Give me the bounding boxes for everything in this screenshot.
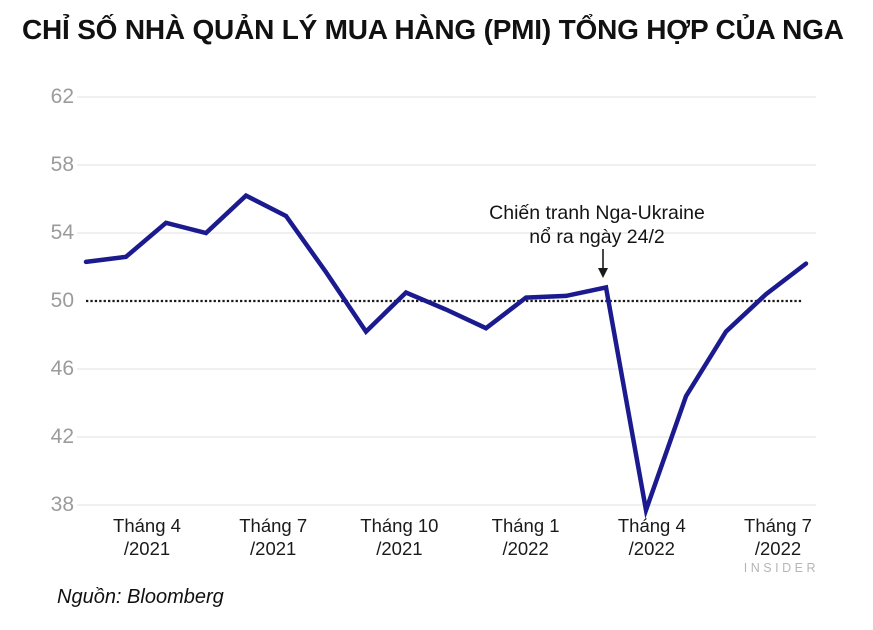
insider-watermark: INSIDER [743, 561, 819, 575]
x-axis-tick-label-line: /2021 [250, 538, 297, 559]
y-axis-tick-label-38: 38 [50, 493, 74, 516]
y-axis-tick-label-50: 50 [50, 289, 74, 312]
x-axis-tick-label-5: Tháng 4/2022 [618, 514, 686, 560]
source-credit: Nguồn: Bloomberg [57, 586, 224, 608]
x-axis-tick-label-line: /2022 [628, 538, 675, 559]
y-axis-tick-label-54: 54 [50, 221, 74, 244]
x-axis-tick-label-line: Tháng 7 [744, 515, 812, 536]
x-axis-tick-label-line: Tháng 7 [239, 515, 308, 536]
war-annotation-line2: nổ ra ngày 24/2 [529, 226, 665, 248]
x-axis-tick-label-6: Tháng 7/2022 [744, 514, 812, 560]
x-axis-tick-label-line: /2021 [376, 538, 423, 559]
x-axis-tick-label-line: /2021 [123, 538, 171, 559]
y-axis-tick-label-58: 58 [50, 153, 74, 176]
x-axis-tick-label-2: Tháng 7/2021 [239, 514, 307, 560]
x-axis-tick-label-line: /2022 [754, 538, 802, 559]
war-annotation-line1: Chiến tranh Nga-Ukraine [489, 202, 705, 224]
annotation-arrow-icon [598, 268, 608, 278]
war-annotation: Chiến tranh Nga-Ukraine nổ ra ngày 24/2 [489, 201, 705, 249]
x-axis-tick-label-line: Tháng 10 [360, 515, 439, 536]
y-axis-tick-label-46: 46 [50, 357, 74, 380]
x-axis-tick-label-4: Tháng 1/2022 [492, 514, 560, 560]
x-axis-tick-label-line: /2022 [502, 538, 549, 559]
x-axis-tick-label-line: Tháng 1 [491, 515, 560, 536]
y-axis-tick-label-42: 42 [50, 425, 74, 448]
y-axis-tick-label-62: 62 [50, 85, 74, 108]
x-axis-tick-label-line: Tháng 4 [113, 515, 181, 536]
x-axis-tick-label-line: Tháng 4 [617, 515, 686, 536]
pmi-line [83, 192, 809, 519]
chart-title: CHỈ SỐ NHÀ QUẢN LÝ MUA HÀNG (PMI) TỔNG H… [22, 14, 844, 45]
x-axis-tick-label-3: Tháng 10/2021 [360, 514, 438, 560]
x-axis-tick-label-1: Tháng 4/2021 [113, 514, 181, 560]
